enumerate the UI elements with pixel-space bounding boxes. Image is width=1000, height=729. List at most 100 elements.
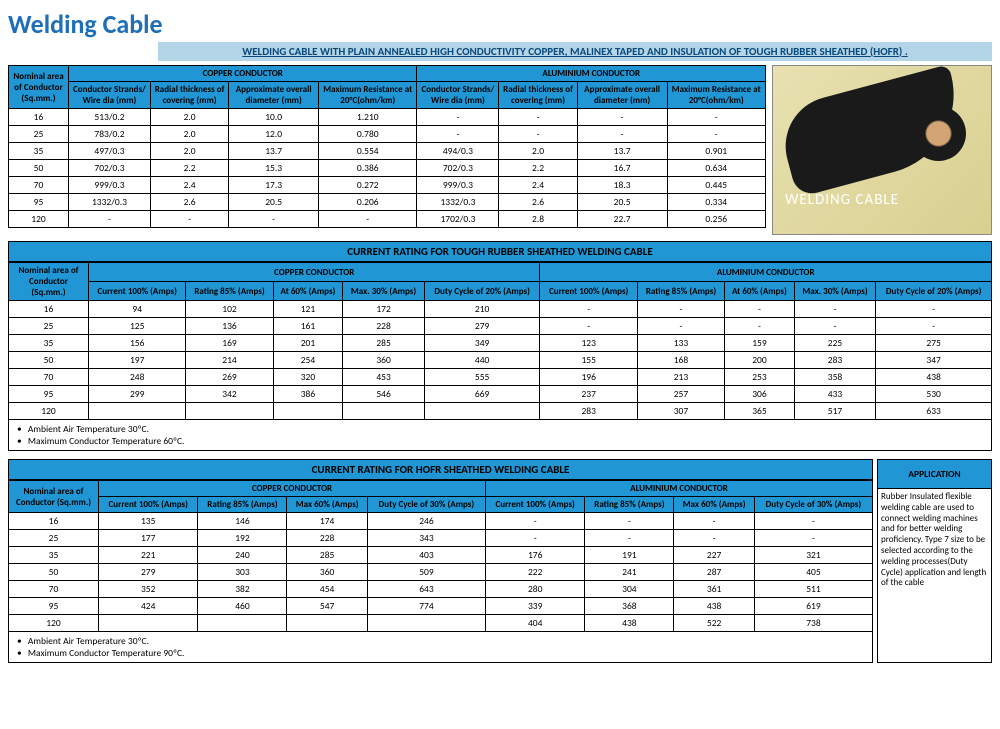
table-cell: 196 bbox=[540, 369, 637, 386]
table-cell: 460 bbox=[198, 598, 287, 615]
table-cell: 349 bbox=[424, 335, 540, 352]
table-cell: 17.3 bbox=[229, 177, 319, 194]
table-cell: 360 bbox=[343, 352, 425, 369]
group-copper: COPPER CONDUCTOR bbox=[89, 263, 540, 282]
table-cell: 50 bbox=[9, 564, 99, 581]
table-cell: - bbox=[540, 301, 637, 318]
table-cell: 70 bbox=[9, 177, 69, 194]
table-cell: 213 bbox=[637, 369, 724, 386]
page-subtitle: WELDING CABLE WITH PLAIN ANNEALED HIGH C… bbox=[158, 42, 992, 61]
table-cell: 0.634 bbox=[667, 160, 765, 177]
table-cell: 70 bbox=[9, 581, 99, 598]
table-row: 120283307365517633 bbox=[9, 403, 992, 420]
rating-tough-table: Nominal area of Conductor (Sq.mm.) COPPE… bbox=[8, 262, 992, 420]
table-cell: 161 bbox=[273, 318, 343, 335]
table-cell: 633 bbox=[876, 403, 992, 420]
table-row: 70999/0.32.417.30.272999/0.32.418.30.445 bbox=[9, 177, 766, 194]
table-cell: 1332/0.3 bbox=[69, 194, 151, 211]
table-cell: 494/0.3 bbox=[417, 143, 499, 160]
table-cell: 2.2 bbox=[499, 160, 577, 177]
table-cell: 517 bbox=[794, 403, 876, 420]
table-cell: - bbox=[417, 109, 499, 126]
table-row: 25177192228343---- bbox=[9, 530, 873, 547]
table-cell: - bbox=[794, 301, 876, 318]
col-header: Rating 85% (Amps) bbox=[186, 282, 273, 301]
table-cell: 177 bbox=[99, 530, 198, 547]
table-cell: 200 bbox=[725, 352, 795, 369]
table-cell: 50 bbox=[9, 352, 89, 369]
col-header: Maximum Resistance at 20°C(ohm/km) bbox=[319, 82, 417, 109]
table-cell: - bbox=[667, 126, 765, 143]
table-cell: - bbox=[674, 530, 754, 547]
table-row: 70248269320453555196213253358438 bbox=[9, 369, 992, 386]
table-cell: - bbox=[754, 513, 872, 530]
table-cell: 287 bbox=[674, 564, 754, 581]
table-cell: 155 bbox=[540, 352, 637, 369]
table-cell: 283 bbox=[794, 352, 876, 369]
table-row: 50279303360509222241287405 bbox=[9, 564, 873, 581]
table-cell: 347 bbox=[876, 352, 992, 369]
table-cell: 20.5 bbox=[229, 194, 319, 211]
rating-hofr-wrap: CURRENT RATING FOR HOFR SHEATHED WELDING… bbox=[8, 459, 873, 663]
group-copper: COPPER CONDUCTOR bbox=[69, 66, 417, 82]
table-cell: 546 bbox=[343, 386, 425, 403]
table-cell: 424 bbox=[99, 598, 198, 615]
table-cell: 1702/0.3 bbox=[417, 211, 499, 228]
table-cell: 237 bbox=[540, 386, 637, 403]
table-cell: 2.2 bbox=[150, 160, 228, 177]
col-header: At 60% (Amps) bbox=[725, 282, 795, 301]
table-cell: 307 bbox=[637, 403, 724, 420]
col-header: Current 100% (Amps) bbox=[89, 282, 186, 301]
table-cell: - bbox=[319, 211, 417, 228]
table-cell: - bbox=[540, 318, 637, 335]
table-cell: 999/0.3 bbox=[417, 177, 499, 194]
table-cell: 361 bbox=[674, 581, 754, 598]
table-cell: 35 bbox=[9, 547, 99, 564]
table-cell: 176 bbox=[485, 547, 584, 564]
table-cell: 95 bbox=[9, 386, 89, 403]
table-cell: - bbox=[485, 530, 584, 547]
table-cell: - bbox=[485, 513, 584, 530]
table-cell: 999/0.3 bbox=[69, 177, 151, 194]
table-cell: 197 bbox=[89, 352, 186, 369]
table-row: 951332/0.32.620.50.2061332/0.32.620.50.3… bbox=[9, 194, 766, 211]
table-cell: 774 bbox=[367, 598, 485, 615]
table-cell: 2.6 bbox=[150, 194, 228, 211]
table-cell: 2.4 bbox=[499, 177, 577, 194]
table-cell: - bbox=[754, 530, 872, 547]
table-cell: 321 bbox=[754, 547, 872, 564]
col-header: Rating 85% (Amps) bbox=[637, 282, 724, 301]
table-row: 50197214254360440155168200283347 bbox=[9, 352, 992, 369]
table-cell: 22.7 bbox=[577, 211, 667, 228]
application-box: APPLICATION Rubber Insulated flexible we… bbox=[877, 459, 992, 663]
table-cell: 343 bbox=[367, 530, 485, 547]
table-cell: 269 bbox=[186, 369, 273, 386]
col-header: Current 100% (Amps) bbox=[485, 497, 584, 513]
table-cell: 497/0.3 bbox=[69, 143, 151, 160]
table-cell: 0.272 bbox=[319, 177, 417, 194]
application-title: APPLICATION bbox=[878, 460, 991, 489]
table-cell: 285 bbox=[287, 547, 367, 564]
col-header: Maximum Resistance at 20°C(ohm/km) bbox=[667, 82, 765, 109]
group-aluminium: ALUMINIUM CONDUCTOR bbox=[485, 481, 872, 497]
table-cell: 136 bbox=[186, 318, 273, 335]
table-cell: - bbox=[637, 318, 724, 335]
table-cell: 16 bbox=[9, 301, 89, 318]
table-cell: 135 bbox=[99, 513, 198, 530]
note-item: Ambient Air Temperature 30ºC. bbox=[17, 423, 983, 435]
table-row: 16135146174246---- bbox=[9, 513, 873, 530]
table-cell: 438 bbox=[674, 598, 754, 615]
table-cell: 547 bbox=[287, 598, 367, 615]
table-cell bbox=[89, 403, 186, 420]
table-cell: 320 bbox=[273, 369, 343, 386]
table-cell: - bbox=[577, 126, 667, 143]
col-header: Approximate overall diameter (mm) bbox=[577, 82, 667, 109]
table-cell bbox=[186, 403, 273, 420]
table-cell bbox=[198, 615, 287, 632]
table-cell: 120 bbox=[9, 403, 89, 420]
rating-tough-notes: Ambient Air Temperature 30ºC.Maximum Con… bbox=[8, 420, 992, 451]
table-cell: 16.7 bbox=[577, 160, 667, 177]
col-header: Max. 30% (Amps) bbox=[794, 282, 876, 301]
table-cell: - bbox=[585, 513, 674, 530]
table-cell: 120 bbox=[9, 211, 69, 228]
